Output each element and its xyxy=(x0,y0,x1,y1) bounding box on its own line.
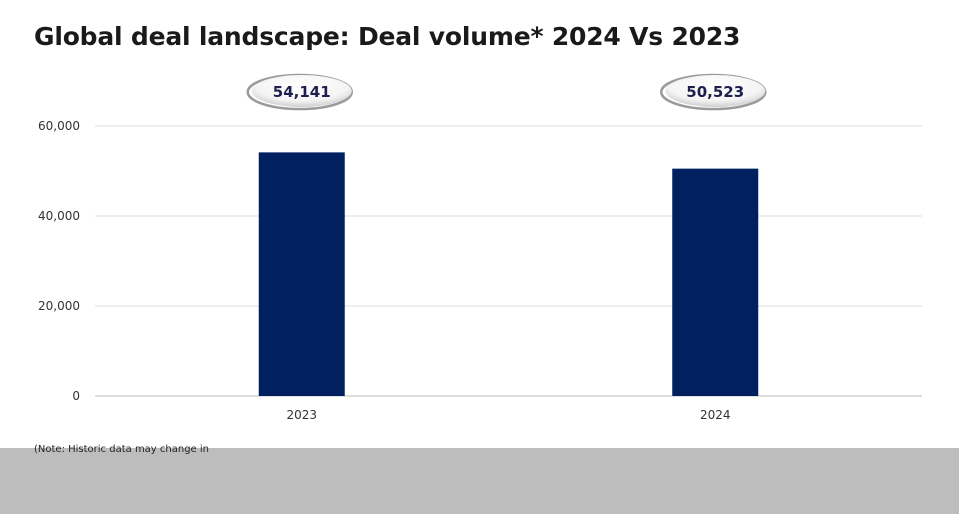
data-label-bubble: 50,523 xyxy=(660,73,767,111)
bar-2024 xyxy=(672,168,759,396)
y-tick-label: 60,000 xyxy=(38,119,80,133)
data-label-2023: 54,141 xyxy=(273,83,331,101)
bubble-shadow xyxy=(660,73,767,111)
bubble-body xyxy=(251,75,352,107)
bubble-shadow xyxy=(246,73,353,111)
data-label-bubble: 54,141 xyxy=(246,73,353,111)
bubble-body xyxy=(665,75,766,107)
footer-band xyxy=(0,448,959,514)
bar-2023 xyxy=(258,152,345,396)
x-tick-label: 2024 xyxy=(700,408,731,422)
chart-title: Global deal landscape: Deal volume* 2024… xyxy=(34,22,741,51)
x-tick-label: 2023 xyxy=(286,408,317,422)
bar-chart: 0 20,000 40,000 60,000 2023 2024 54,141 50,52… xyxy=(38,73,922,422)
data-label-2024: 50,523 xyxy=(686,83,744,101)
y-tick-label: 0 xyxy=(72,389,80,403)
y-tick-label: 20,000 xyxy=(38,299,80,313)
footnote: (Note: Historic data may change in xyxy=(34,444,209,455)
y-tick-label: 40,000 xyxy=(38,209,80,223)
